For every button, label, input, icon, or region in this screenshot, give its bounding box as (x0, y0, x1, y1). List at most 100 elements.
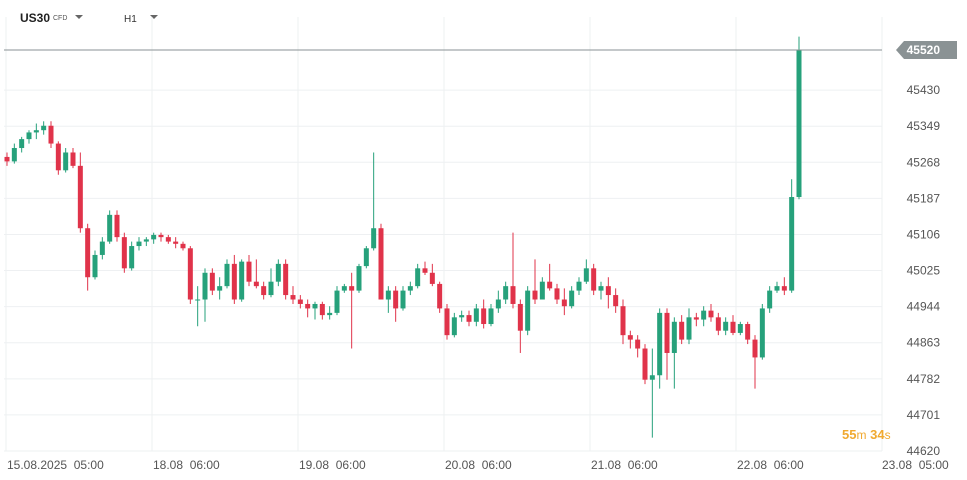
candle-body (19, 139, 25, 149)
candle-body (209, 272, 215, 291)
candle (129, 241, 135, 271)
y-tick-label: 45349 (907, 119, 941, 133)
candle (451, 312, 457, 338)
candle (796, 36, 802, 200)
candle (561, 288, 567, 316)
candle (26, 130, 32, 144)
candle-body (114, 214, 120, 238)
candle-body (525, 290, 531, 331)
candle-body (481, 308, 487, 325)
x-tick-label: 19.08 06:00 (299, 458, 366, 472)
candle (576, 277, 582, 296)
candle-body (187, 248, 193, 300)
countdown-minutes: 55 (842, 427, 857, 442)
candle (488, 303, 494, 327)
candle (730, 315, 736, 336)
current-price-tag (896, 41, 957, 59)
candle-body (767, 290, 773, 309)
candle-body (143, 239, 149, 242)
symbol-label[interactable]: US30 (20, 11, 51, 25)
symbol-type-badge: CFD (53, 15, 68, 22)
candle-body (385, 290, 391, 300)
candle (745, 321, 751, 345)
y-tick-label: 45025 (907, 264, 941, 278)
y-tick-label: 44944 (907, 300, 941, 314)
x-tick-label: 15.08.2025 05:00 (7, 458, 104, 472)
candle-body (63, 152, 69, 171)
candle (708, 303, 714, 322)
candle (341, 283, 347, 293)
candle-body (664, 312, 670, 353)
candle (99, 237, 105, 260)
y-tick-label: 45187 (907, 191, 941, 205)
candle (63, 148, 69, 173)
candle-body (437, 283, 443, 309)
candle-body (752, 339, 758, 358)
current-price-line: 45520 (4, 41, 957, 59)
candle (378, 223, 384, 300)
candle-body (693, 317, 699, 320)
candle (693, 312, 699, 327)
candle (114, 210, 120, 242)
candle (239, 259, 245, 302)
candle (312, 301, 318, 320)
candle (297, 295, 303, 309)
candle-body (561, 299, 567, 307)
candle-body (598, 286, 604, 291)
countdown-minutes-unit: m (856, 428, 867, 442)
candles (4, 36, 802, 438)
candle (143, 237, 149, 247)
y-tick-label: 44782 (907, 372, 941, 386)
candle (407, 281, 413, 296)
candle-body (708, 310, 714, 318)
timeframe-dropdown-icon[interactable] (150, 15, 158, 19)
candle-body (33, 130, 39, 133)
candle-body (129, 246, 135, 269)
candle-body (400, 290, 406, 309)
candle-body (158, 234, 164, 238)
candle (613, 288, 619, 313)
candle-body (92, 254, 98, 278)
candle-body (261, 286, 267, 296)
candle (319, 301, 325, 320)
candle-body (202, 272, 208, 300)
candle (789, 179, 795, 293)
candle-body (239, 261, 245, 300)
candle (642, 344, 648, 385)
candle-body (334, 290, 340, 313)
candle (723, 317, 729, 336)
candle (151, 232, 157, 244)
candle (759, 303, 765, 360)
candle (539, 277, 545, 300)
candle-body (55, 143, 61, 171)
chart-grid (4, 17, 883, 452)
candle-body (268, 281, 274, 296)
candle (224, 259, 230, 289)
candle-body (363, 248, 369, 267)
candle (371, 152, 377, 251)
candle (327, 306, 333, 320)
candle (583, 259, 589, 284)
candle (517, 299, 523, 353)
time-axis: 15.08.2025 05:00 18.08 06:00 19.08 06:00 20… (7, 458, 949, 472)
candle (569, 286, 575, 309)
candle-body (85, 228, 91, 278)
symbol-dropdown-icon[interactable] (75, 15, 83, 19)
candle (466, 310, 472, 327)
candle (437, 281, 443, 313)
candle (173, 237, 179, 249)
timeframe-label[interactable]: H1 (124, 14, 137, 25)
candle (107, 210, 113, 244)
candle-body (569, 290, 575, 307)
candle (11, 143, 17, 164)
candle-body (107, 214, 113, 242)
candle (620, 299, 626, 345)
candle (33, 123, 39, 140)
candle-body (393, 290, 399, 309)
candle (195, 286, 201, 327)
candle (481, 299, 487, 329)
candle-body (26, 132, 32, 140)
candle (510, 232, 516, 309)
y-tick-label: 45106 (907, 227, 941, 241)
